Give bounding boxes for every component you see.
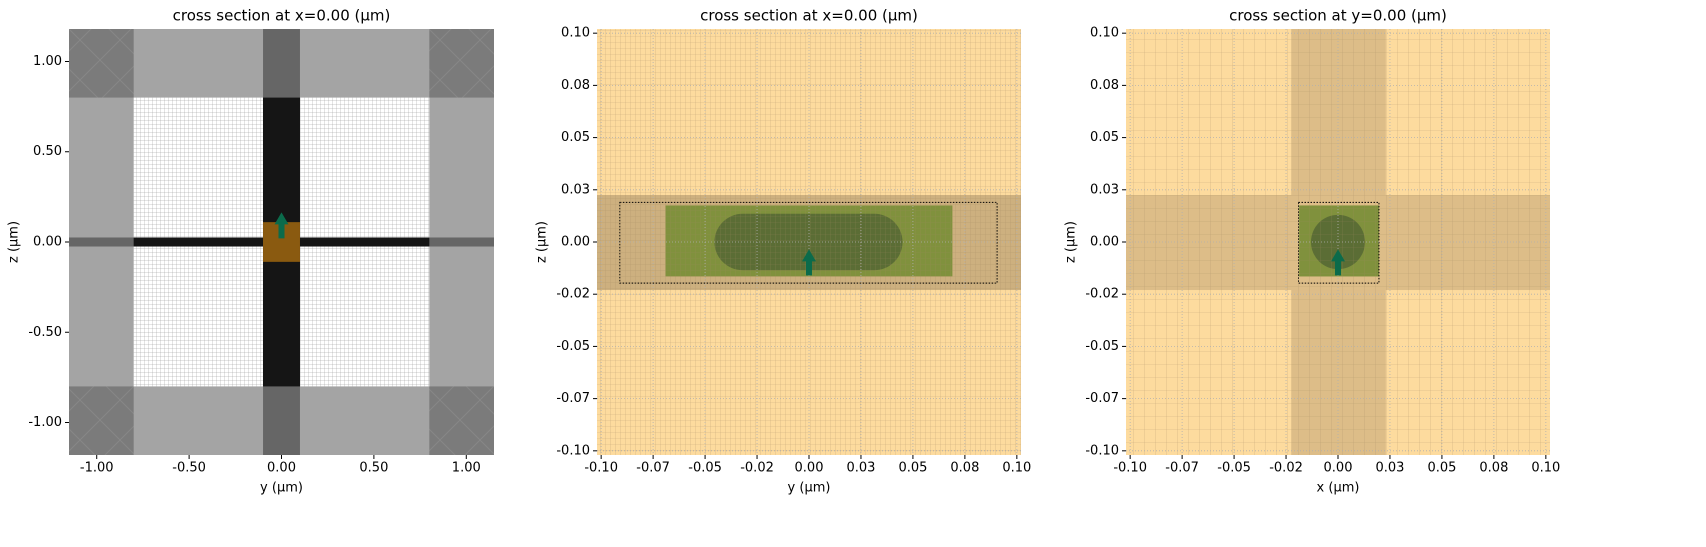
y-tick-label: -1.00 — [28, 415, 62, 430]
x-tick-label: 0.10 — [1531, 461, 1560, 476]
y-tick-label: -0.07 — [1085, 391, 1119, 406]
chart-title: cross section at x=0.00 (μm) — [173, 7, 391, 25]
chart-title: cross section at x=0.00 (μm) — [700, 7, 918, 25]
x-tick-label: -0.07 — [1165, 461, 1199, 476]
x-tick-label: 0.08 — [1479, 461, 1508, 476]
x-tick-label: -0.10 — [1113, 461, 1147, 476]
y-tick-label: -0.10 — [1085, 443, 1119, 458]
y-tick-label: 0.00 — [33, 235, 62, 250]
x-tick-label: 0.10 — [1002, 461, 1031, 476]
y-axis-label: z (μm) — [535, 221, 550, 263]
x-tick-label: -0.50 — [172, 461, 206, 476]
source-arrow — [1331, 249, 1345, 276]
y-tick-label: -0.07 — [556, 391, 590, 406]
y-tick-label: 0.03 — [1090, 182, 1119, 197]
y-axis-label: z (μm) — [1064, 221, 1079, 263]
x-tick-label: -0.02 — [1269, 461, 1303, 476]
x-tick-label: -0.05 — [1217, 461, 1251, 476]
y-tick-label: 0.10 — [1090, 26, 1119, 41]
x-tick-label: 0.03 — [1375, 461, 1404, 476]
y-tick-label: 1.00 — [33, 54, 62, 69]
y-tick-label: -0.02 — [556, 287, 590, 302]
y-tick-label: 0.08 — [1090, 78, 1119, 93]
y-tick-label: 0.10 — [561, 26, 590, 41]
y-tick-label: 0.08 — [561, 78, 590, 93]
x-tick-label: -0.10 — [584, 461, 618, 476]
y-tick-label: 0.05 — [1090, 130, 1119, 145]
source-arrow — [274, 212, 289, 239]
panel: -0.10 -0.07 -0.05 -0.02 0.00 0.03 0.05 0.08 0.10… — [1064, 7, 1561, 496]
plot-area — [69, 29, 494, 455]
y-tick-label: -0.02 — [1085, 287, 1119, 302]
x-tick-label: -0.02 — [740, 461, 774, 476]
x-tick-label: 0.00 — [795, 461, 824, 476]
chart-title: cross section at y=0.00 (μm) — [1229, 7, 1447, 25]
panel: -1.00 -0.50 0.00 0.50 1.00 -1.00 -0.50 0.00 0.50… — [7, 7, 494, 496]
x-tick-label: 0.03 — [846, 461, 875, 476]
y-tick-label: 0.05 — [561, 130, 590, 145]
y-tick-label: 0.00 — [561, 235, 590, 250]
x-tick-label: -1.00 — [80, 461, 114, 476]
y-tick-label: 0.50 — [33, 144, 62, 159]
x-tick-label: 0.05 — [1427, 461, 1456, 476]
x-tick-label: 0.05 — [898, 461, 927, 476]
y-tick-label: -0.05 — [556, 339, 590, 354]
y-axis-label: z (μm) — [7, 221, 22, 263]
plot-area — [597, 29, 1021, 455]
panel: -0.10 -0.07 -0.05 -0.02 0.00 0.03 0.05 0.08 0.10… — [535, 7, 1032, 496]
y-tick-label: -0.50 — [28, 325, 62, 340]
x-tick-label: 0.50 — [359, 461, 388, 476]
y-tick-label: -0.05 — [1085, 339, 1119, 354]
x-tick-label: -0.05 — [688, 461, 722, 476]
x-tick-label: 0.00 — [1324, 461, 1353, 476]
x-axis-label: y (μm) — [788, 481, 831, 496]
source-arrow — [802, 249, 816, 276]
x-tick-label: 0.00 — [267, 461, 296, 476]
y-tick-label: -0.10 — [556, 443, 590, 458]
y-tick-label: 0.03 — [561, 182, 590, 197]
x-tick-label: 1.00 — [452, 461, 481, 476]
x-axis-label: y (μm) — [260, 481, 303, 496]
plot-area — [1126, 29, 1550, 455]
x-tick-label: 0.08 — [950, 461, 979, 476]
x-axis-label: x (μm) — [1317, 481, 1360, 496]
y-tick-label: 0.00 — [1090, 235, 1119, 250]
x-tick-label: -0.07 — [636, 461, 670, 476]
